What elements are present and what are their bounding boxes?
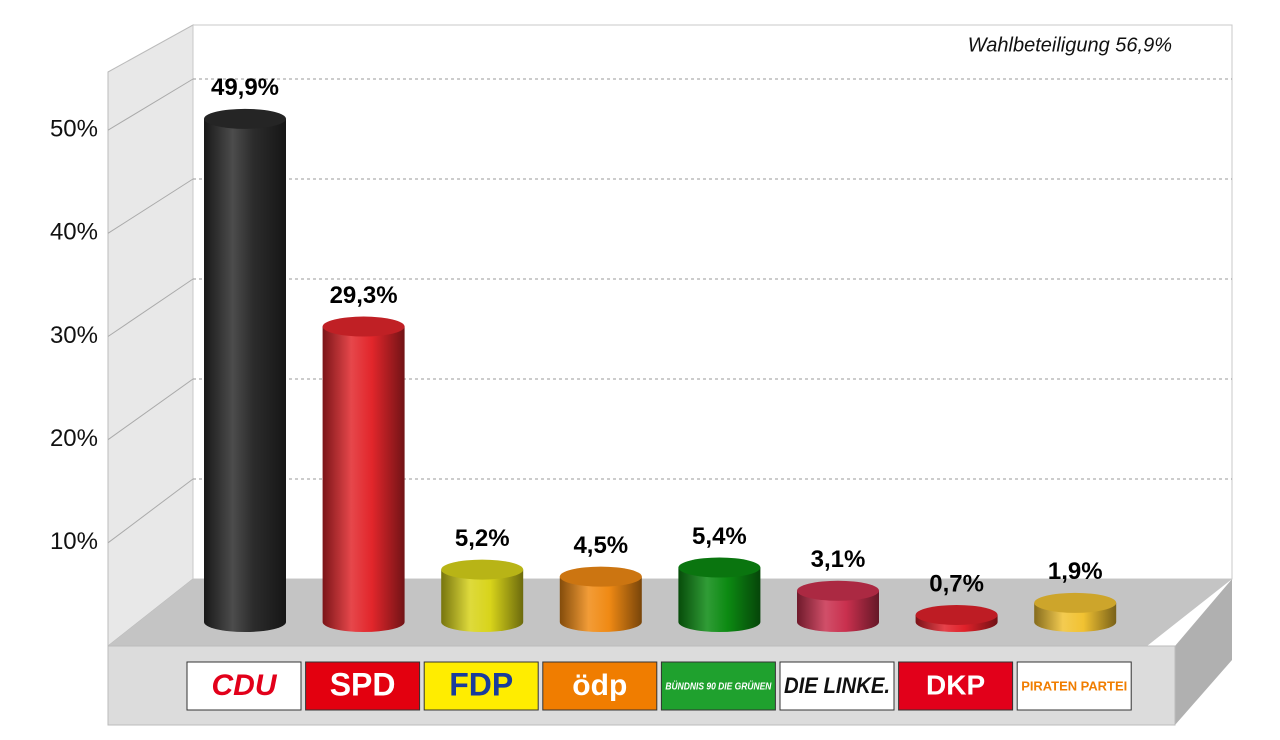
x-tick-label: FDP bbox=[449, 666, 513, 702]
bar-top bbox=[1034, 592, 1117, 613]
y-tick-label: 30% bbox=[50, 322, 98, 349]
bar-top bbox=[322, 316, 405, 337]
bar bbox=[797, 580, 879, 632]
bar-top bbox=[678, 557, 761, 578]
bar bbox=[322, 316, 405, 632]
y-tick-label: 40% bbox=[50, 219, 98, 246]
value-label: 1,9% bbox=[1048, 558, 1103, 585]
x-tick-label: CDU bbox=[212, 669, 278, 702]
bar bbox=[204, 108, 286, 632]
x-tick-label: DKP bbox=[926, 669, 985, 700]
party-logo bbox=[423, 661, 539, 711]
party-logo bbox=[305, 661, 421, 711]
x-tick-label: BÜNDNIS 90 DIE GRÜNEN bbox=[665, 680, 772, 693]
bar-body bbox=[204, 118, 286, 632]
party-logo bbox=[660, 661, 776, 711]
bar bbox=[441, 559, 524, 632]
bar bbox=[1034, 592, 1117, 632]
value-label: 4,5% bbox=[573, 532, 628, 559]
grid-line-side bbox=[107, 78, 194, 131]
x-tick-label: PIRATEN PARTEI bbox=[1021, 678, 1127, 693]
bar-top bbox=[915, 604, 998, 625]
grid-line-side bbox=[107, 478, 194, 544]
y-tick-label: 20% bbox=[50, 425, 98, 452]
bar bbox=[915, 604, 998, 632]
bar-body bbox=[797, 590, 879, 632]
bar-top bbox=[441, 559, 524, 580]
bar-top bbox=[797, 580, 879, 601]
party-logo bbox=[1016, 661, 1132, 711]
base-side bbox=[1175, 579, 1232, 725]
bar bbox=[559, 566, 642, 632]
grid-line-side bbox=[107, 378, 194, 441]
value-label: 29,3% bbox=[330, 282, 398, 309]
grid-line-side bbox=[107, 278, 194, 337]
y-tick-label: 50% bbox=[50, 116, 98, 143]
side-wall bbox=[107, 24, 194, 648]
value-label: 5,4% bbox=[692, 523, 747, 550]
value-label: 3,1% bbox=[811, 546, 866, 573]
bar-body bbox=[678, 567, 761, 632]
party-logo bbox=[779, 661, 895, 711]
grid-line-side bbox=[107, 178, 194, 234]
x-tick-label: SPD bbox=[330, 666, 396, 702]
party-logo bbox=[542, 661, 658, 711]
bar-body bbox=[559, 576, 642, 632]
y-tick-label: 10% bbox=[50, 528, 98, 555]
bar bbox=[678, 557, 761, 632]
value-label: 5,2% bbox=[455, 525, 510, 552]
x-tick-label: DIE LINKE. bbox=[784, 673, 890, 698]
x-tick-label: ödp bbox=[572, 669, 627, 702]
party-logo bbox=[898, 661, 1014, 711]
bar-top bbox=[559, 566, 642, 587]
bar-body bbox=[322, 326, 405, 632]
value-label: 0,7% bbox=[929, 570, 984, 597]
bar-top bbox=[204, 108, 286, 129]
party-logo bbox=[186, 661, 302, 711]
bar-body bbox=[441, 569, 524, 632]
value-label: 49,9% bbox=[211, 74, 279, 101]
annotation: Wahlbeteiligung 56,9% bbox=[968, 34, 1172, 56]
